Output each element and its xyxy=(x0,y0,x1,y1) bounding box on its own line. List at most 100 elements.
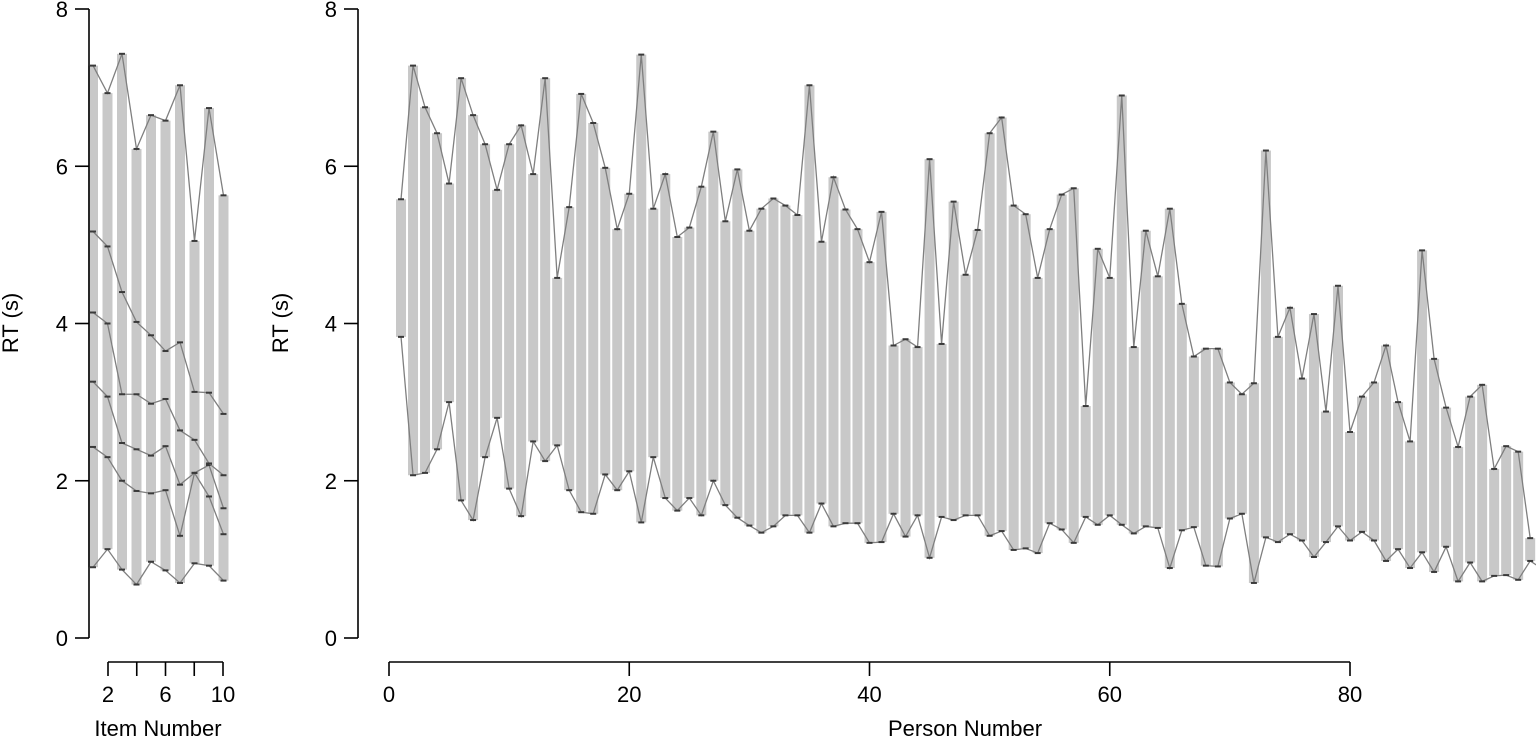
person-bar xyxy=(1441,407,1452,547)
person-bar xyxy=(504,144,515,489)
person-bar xyxy=(396,199,407,337)
person-bar xyxy=(876,211,887,543)
person-bar xyxy=(1501,446,1512,576)
person-bar xyxy=(1320,411,1331,543)
person-bar xyxy=(1296,378,1307,541)
item-series-line xyxy=(92,381,225,509)
item-bar xyxy=(218,195,229,581)
person-bar xyxy=(456,78,467,501)
person-bar xyxy=(1260,150,1271,538)
person-y-tick-label: 0 xyxy=(325,626,337,651)
item-y-ticks: 0 2 4 6 8 xyxy=(56,0,89,651)
person-bar xyxy=(444,183,455,403)
person-y-axis-title: RT (s) xyxy=(268,293,293,353)
person-bar xyxy=(744,230,755,526)
person-bar xyxy=(828,177,839,527)
item-series-line xyxy=(92,311,224,476)
item-y-tick-label: 8 xyxy=(56,0,68,22)
person-y-tick-label: 2 xyxy=(325,469,337,494)
item-series-line xyxy=(92,548,224,586)
person-bar xyxy=(600,167,611,475)
person-bar xyxy=(648,208,659,458)
item-bar xyxy=(204,108,214,566)
item-x-ticks: 2 6 10 xyxy=(102,662,235,707)
item-bar xyxy=(117,53,127,570)
person-bar xyxy=(408,65,419,476)
person-bar xyxy=(684,227,695,499)
person-bar xyxy=(1200,348,1211,566)
person-bar xyxy=(492,189,503,418)
item-bar xyxy=(131,148,142,585)
person-panel: 0 2 4 6 8 RT (s) 0 20 40 60 80 Person Number xyxy=(268,0,1536,741)
item-bar xyxy=(88,65,98,568)
item-bar xyxy=(175,85,185,583)
person-bar xyxy=(1393,402,1404,550)
person-bar xyxy=(1152,276,1163,528)
person-bar xyxy=(732,169,743,518)
person-bar xyxy=(432,133,443,450)
person-bar xyxy=(1056,194,1067,530)
person-bar xyxy=(1008,205,1019,550)
person-bar xyxy=(1248,383,1259,583)
person-bar xyxy=(1429,358,1440,572)
person-bar xyxy=(1032,277,1043,554)
person-bar xyxy=(816,241,827,504)
item-y-tick-label: 2 xyxy=(56,469,68,494)
person-bar xyxy=(1272,336,1283,543)
person-bar xyxy=(1188,356,1199,528)
item-y-tick-label: 6 xyxy=(56,154,68,179)
person-bar xyxy=(792,214,803,516)
person-bar xyxy=(780,205,791,516)
person-bar xyxy=(1092,248,1103,525)
person-bar xyxy=(1477,384,1488,582)
person-bar xyxy=(480,144,491,458)
person-bar xyxy=(696,186,707,516)
person-x-tick-label: 20 xyxy=(617,682,641,707)
person-bar xyxy=(1381,345,1392,561)
person-range-lines xyxy=(398,53,1536,584)
person-bar xyxy=(996,117,1007,532)
person-bar xyxy=(624,193,635,472)
person-bar xyxy=(672,237,683,511)
person-bar xyxy=(888,345,899,514)
item-x-tick-label: 10 xyxy=(211,682,235,707)
person-bar xyxy=(660,174,671,499)
person-bar xyxy=(804,85,815,533)
person-y-tick-label: 4 xyxy=(325,312,337,337)
person-bar xyxy=(924,159,935,558)
person-bar xyxy=(1128,347,1139,534)
person-bar xyxy=(1164,208,1175,569)
person-bar xyxy=(468,115,479,521)
person-x-tick-label: 60 xyxy=(1098,682,1122,707)
person-x-axis-title: Person Number xyxy=(888,716,1042,741)
person-bar xyxy=(588,123,599,514)
person-bar xyxy=(1345,432,1355,541)
person-bar xyxy=(852,229,863,524)
person-bar xyxy=(1020,214,1031,549)
person-bar xyxy=(936,343,947,517)
person-bar xyxy=(1176,303,1187,531)
person-bar xyxy=(1116,95,1127,525)
person-bar xyxy=(864,262,875,543)
person-bar-group xyxy=(396,54,1536,583)
item-bar xyxy=(189,240,200,564)
person-bar xyxy=(528,174,539,442)
person-bar xyxy=(948,201,959,521)
item-x-tick-label: 2 xyxy=(102,682,114,707)
person-bar xyxy=(1453,446,1464,582)
person-bar xyxy=(984,133,995,536)
person-bar xyxy=(1513,451,1524,580)
person-x-tick-label: 40 xyxy=(857,682,881,707)
person-bar xyxy=(1080,406,1091,517)
person-bar xyxy=(1212,348,1223,567)
item-bar xyxy=(102,93,113,550)
person-bar xyxy=(720,221,731,506)
person-bar xyxy=(840,209,851,524)
person-bar xyxy=(1140,230,1151,527)
person-bar xyxy=(1308,314,1319,558)
person-bar xyxy=(552,277,563,446)
item-y-tick-label: 4 xyxy=(56,312,68,337)
person-y-ticks: 0 2 4 6 8 xyxy=(325,0,358,651)
person-bar xyxy=(420,107,431,473)
